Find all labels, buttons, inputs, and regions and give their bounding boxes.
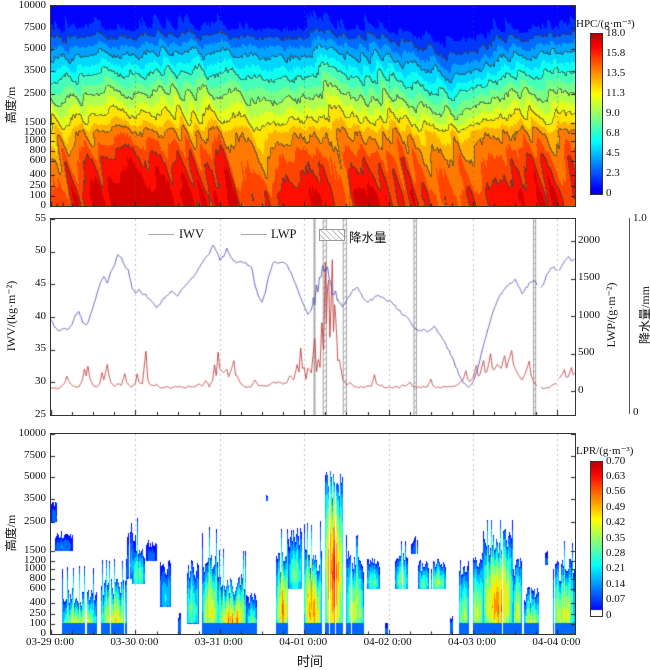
tick-label: 400	[29, 595, 47, 608]
tick-label: 11.3	[606, 86, 625, 99]
tick-label: 4.5	[606, 146, 620, 159]
tick-label: 2500	[24, 86, 46, 99]
colorbar-c	[590, 461, 603, 617]
tick-label: 7500	[24, 448, 46, 461]
tick-label: 1200	[24, 553, 46, 566]
iwv-line-swatch	[148, 234, 174, 235]
tick-label: 800	[29, 571, 47, 584]
panel-a-plot	[50, 5, 576, 207]
tick-label: 800	[29, 143, 47, 156]
colorbar-c-canvas	[591, 462, 602, 616]
precip-axis-line	[629, 218, 630, 414]
tick-label: 15.8	[606, 46, 626, 59]
tick-label: 1000	[578, 308, 600, 321]
tick-label: 25	[35, 407, 46, 420]
precip-hatch-swatch	[319, 229, 345, 241]
tick-label: 1.0	[633, 212, 647, 224]
colorbar-a	[590, 33, 603, 195]
tick-label: 40	[35, 309, 46, 322]
panel-b-legend: IWV LWP 降水量	[0, 227, 650, 245]
tick-label: 03-29 0:00	[26, 636, 74, 648]
tick-label: 3500	[24, 63, 46, 76]
tick-label: 600	[29, 581, 47, 594]
tick-label: 2500	[24, 514, 46, 527]
hpc-heatmap-canvas	[51, 6, 575, 206]
tick-label: 0.63	[606, 469, 626, 482]
iwv-lwp-lines-canvas	[51, 219, 575, 415]
tick-label: 100	[29, 188, 47, 201]
legend-precip-label: 降水量	[349, 231, 387, 245]
tick-label: 0	[633, 406, 639, 418]
legend-iwv-label: IWV	[179, 227, 204, 241]
tick-label: 0.14	[606, 577, 626, 590]
tick-label: 1500	[578, 271, 600, 283]
tick-label: 1200	[24, 125, 46, 138]
tick-label: 0	[606, 608, 612, 621]
colorbar-c-title: LPR/(g·m⁻³)	[576, 445, 634, 457]
tick-label: 250	[29, 606, 47, 619]
tick-label: 100	[29, 616, 47, 629]
tick-label: 600	[29, 153, 47, 166]
tick-label: 400	[29, 167, 47, 180]
tick-label: 03-30 0:00	[110, 636, 159, 648]
tick-label: 0.49	[606, 500, 626, 513]
tick-label: 0.42	[606, 516, 626, 529]
tick-label: 30	[35, 374, 46, 387]
tick-label: 0.56	[606, 485, 626, 498]
tick-label: 04-04 0:00	[532, 636, 581, 648]
tick-label: 5000	[24, 41, 46, 54]
tick-label: 2.3	[606, 166, 620, 179]
tick-label: 1000	[24, 561, 46, 574]
tick-label: 0.21	[606, 562, 626, 575]
tick-label: 1500	[24, 115, 46, 128]
tick-label: 0.07	[606, 593, 626, 606]
tick-label: 500	[578, 346, 595, 358]
tick-label: 0	[578, 383, 584, 396]
colorbar-a-title: HPC/(g·m⁻³)	[576, 18, 635, 30]
tick-label: 55	[35, 211, 46, 224]
tick-label: 03-31 0:00	[194, 636, 243, 648]
legend-lwp-label: LWP	[271, 227, 297, 241]
tick-label: 6.8	[606, 126, 620, 139]
panel-b-precip-axis-label: 降水量/mm	[638, 286, 650, 345]
tick-label: 5000	[24, 469, 46, 482]
panel-b-left-axis-label: IWV/(kg·m⁻²)	[4, 280, 18, 352]
tick-label: 0	[40, 198, 47, 211]
panel-b-plot	[50, 218, 576, 416]
tick-label: 3500	[24, 491, 46, 504]
tick-label: 13.5	[606, 66, 626, 79]
tick-label: 0.28	[606, 546, 626, 559]
tick-label: 45	[35, 276, 46, 289]
tick-label: 04-01 0:00	[279, 636, 328, 648]
tick-label: 35	[35, 342, 46, 355]
tick-label: 0.35	[606, 531, 626, 544]
tick-label: 1500	[24, 543, 46, 556]
tick-label: 04-02 0:00	[363, 636, 412, 648]
tick-label: 0	[40, 626, 47, 639]
tick-label: 0.70	[606, 454, 626, 467]
colorbar-a-canvas	[591, 34, 602, 194]
tick-label: 10000	[18, 426, 47, 439]
lpr-heatmap-canvas	[51, 434, 575, 634]
tick-label: 7500	[24, 20, 46, 33]
tick-label: 250	[29, 178, 47, 191]
panel-c-plot	[50, 433, 576, 635]
tick-label: 18.0	[606, 26, 626, 39]
lwp-line-swatch	[241, 234, 267, 235]
tick-label: 1000	[24, 133, 46, 146]
tick-label: 10000	[18, 0, 47, 11]
tick-label: 2000	[578, 233, 600, 246]
tick-label: 50	[35, 244, 46, 257]
tick-label: 0	[606, 186, 612, 199]
tick-label: 9.0	[606, 106, 620, 119]
tick-label: 04-03 0:00	[448, 636, 496, 648]
x-axis-title: 时间	[297, 654, 324, 669]
